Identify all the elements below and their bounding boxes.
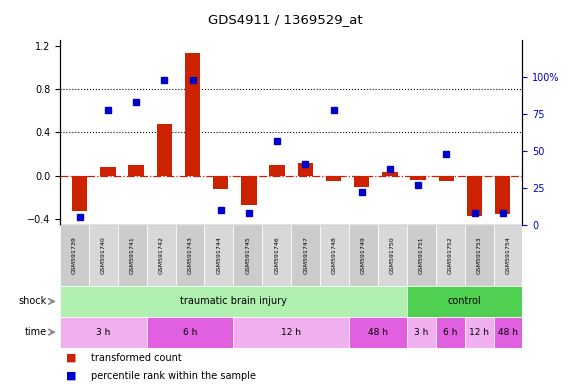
Bar: [234, 225, 262, 286]
Bar: [382, 172, 397, 176]
Bar: [270, 165, 285, 176]
Bar: [467, 176, 482, 216]
Text: time: time: [25, 327, 47, 337]
Bar: [320, 225, 349, 286]
Text: GSM591748: GSM591748: [332, 237, 337, 274]
Bar: [465, 317, 493, 348]
Bar: [436, 317, 465, 348]
Text: GSM591751: GSM591751: [419, 237, 424, 274]
Bar: [60, 317, 147, 348]
Bar: [147, 317, 234, 348]
Text: percentile rank within the sample: percentile rank within the sample: [91, 371, 256, 381]
Text: GSM591742: GSM591742: [159, 237, 164, 274]
Bar: [128, 165, 144, 176]
Text: 12 h: 12 h: [469, 328, 489, 337]
Bar: [378, 225, 407, 286]
Text: 6 h: 6 h: [443, 328, 457, 337]
Bar: [72, 176, 87, 210]
Bar: [100, 167, 116, 176]
Bar: [204, 225, 234, 286]
Bar: [262, 225, 291, 286]
Bar: [493, 317, 522, 348]
Bar: [241, 176, 256, 205]
Bar: [176, 225, 204, 286]
Text: ■: ■: [66, 371, 76, 381]
Bar: [213, 176, 228, 189]
Bar: [354, 176, 369, 187]
Bar: [465, 225, 493, 286]
Bar: [60, 286, 407, 317]
Text: GSM591740: GSM591740: [101, 237, 106, 274]
Text: 48 h: 48 h: [498, 328, 518, 337]
Bar: [326, 176, 341, 181]
Text: 12 h: 12 h: [281, 328, 301, 337]
Bar: [411, 176, 426, 180]
Bar: [407, 286, 522, 317]
Bar: [407, 225, 436, 286]
Text: GSM591746: GSM591746: [274, 237, 279, 274]
Bar: [349, 317, 407, 348]
Bar: [147, 225, 176, 286]
Text: GSM591750: GSM591750: [390, 237, 395, 274]
Text: GSM591745: GSM591745: [246, 237, 250, 274]
Bar: [495, 176, 510, 214]
Text: 6 h: 6 h: [183, 328, 197, 337]
Text: transformed count: transformed count: [91, 353, 182, 363]
Text: GSM591741: GSM591741: [130, 237, 135, 274]
Text: shock: shock: [18, 296, 47, 306]
Bar: [234, 317, 349, 348]
Bar: [60, 225, 89, 286]
Text: 48 h: 48 h: [368, 328, 388, 337]
Bar: [185, 53, 200, 176]
Text: GSM591743: GSM591743: [187, 237, 192, 274]
Bar: [118, 225, 147, 286]
Text: 3 h: 3 h: [96, 328, 111, 337]
Text: GDS4911 / 1369529_at: GDS4911 / 1369529_at: [208, 13, 363, 26]
Text: GSM591754: GSM591754: [505, 237, 510, 274]
Text: ■: ■: [66, 353, 76, 363]
Bar: [439, 176, 454, 181]
Text: control: control: [448, 296, 481, 306]
Bar: [493, 225, 522, 286]
Text: GSM591739: GSM591739: [72, 237, 77, 274]
Bar: [89, 225, 118, 286]
Text: traumatic brain injury: traumatic brain injury: [180, 296, 287, 306]
Bar: [297, 163, 313, 176]
Text: GSM591753: GSM591753: [477, 237, 481, 274]
Bar: [156, 124, 172, 176]
Bar: [407, 317, 436, 348]
Text: GSM591749: GSM591749: [361, 237, 366, 274]
Text: 3 h: 3 h: [414, 328, 428, 337]
Text: GSM591744: GSM591744: [216, 237, 222, 274]
Text: GSM591747: GSM591747: [303, 237, 308, 274]
Text: GSM591752: GSM591752: [448, 237, 453, 274]
Bar: [291, 225, 320, 286]
Bar: [436, 225, 465, 286]
Bar: [349, 225, 378, 286]
